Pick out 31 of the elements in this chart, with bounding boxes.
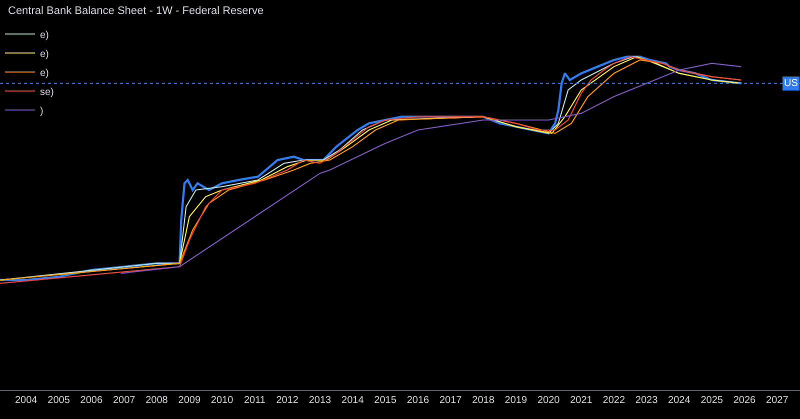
x-tick-label: 2018 xyxy=(472,395,495,406)
x-tick-label: 2007 xyxy=(112,395,136,406)
x-tick-label: 2023 xyxy=(635,395,658,406)
x-tick-label: 2025 xyxy=(700,395,724,406)
x-tick-label: 2027 xyxy=(766,395,789,406)
x-tick-label: 2020 xyxy=(537,395,560,406)
x-tick-label: 2009 xyxy=(178,395,201,406)
chart-title: Central Bank Balance Sheet - 1W - Federal Reserve xyxy=(8,4,264,17)
x-tick-label: 2005 xyxy=(48,395,70,406)
legend-label: ) xyxy=(40,106,44,117)
x-tick-label: 2016 xyxy=(406,395,430,406)
x-tick-label: 2022 xyxy=(602,395,626,406)
legend-label: e) xyxy=(40,48,49,60)
x-tick-label: 2026 xyxy=(733,395,756,406)
x-tick-label: 2010 xyxy=(210,395,234,406)
x-tick-label: 2021 xyxy=(570,395,593,406)
legend-label: e) xyxy=(40,30,49,41)
x-tick-label: 2015 xyxy=(374,395,397,406)
x-tick-label: 2024 xyxy=(668,395,691,406)
ref-line-label: US xyxy=(784,78,798,89)
x-tick-label: 2013 xyxy=(308,395,332,406)
x-tick-label: 2008 xyxy=(146,395,168,406)
x-tick-label: 2012 xyxy=(276,395,299,406)
legend-label: se) xyxy=(40,86,54,98)
x-tick-label: 2011 xyxy=(244,395,266,406)
x-tick-label: 2014 xyxy=(342,395,364,406)
x-tick-label: 2019 xyxy=(504,395,528,406)
x-tick-label: 2004 xyxy=(14,395,38,406)
legend-label: e) xyxy=(40,68,49,79)
x-tick-label: 2006 xyxy=(80,395,103,406)
x-tick-label: 2017 xyxy=(439,395,462,406)
